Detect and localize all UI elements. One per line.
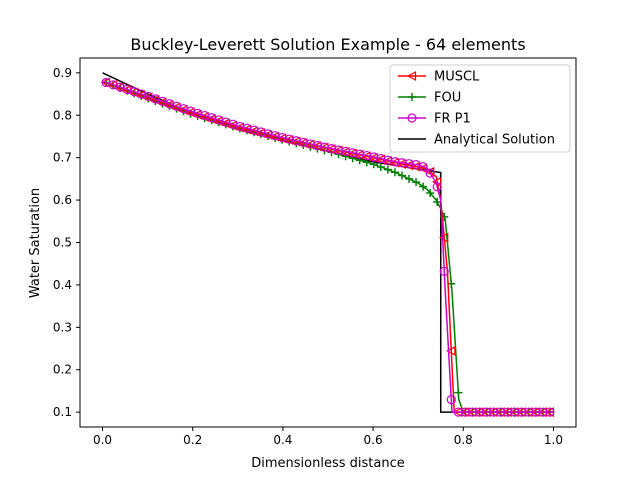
x-tick-label: 0.4 <box>273 433 292 447</box>
data-point-marker <box>305 139 315 149</box>
data-point-marker <box>474 407 485 417</box>
data-point-marker <box>446 345 456 356</box>
plot-area <box>100 72 555 418</box>
data-point-marker <box>408 93 416 101</box>
y-tick-label: 0.1 <box>53 405 72 419</box>
data-point-marker <box>319 142 330 152</box>
legend-item: Analytical Solution <box>398 133 555 148</box>
data-point-marker <box>390 168 399 177</box>
data-point-marker <box>433 197 442 206</box>
data-point-marker <box>277 132 287 143</box>
data-point-marker <box>545 407 555 417</box>
data-point-marker <box>517 407 527 417</box>
y-tick-label: 0.5 <box>53 236 72 250</box>
data-point-marker <box>390 157 400 167</box>
y-tick-label: 0.4 <box>53 278 72 292</box>
data-point-marker <box>438 232 449 243</box>
data-point-marker <box>355 149 365 159</box>
data-point-marker <box>298 137 308 147</box>
data-point-marker <box>376 153 386 164</box>
data-point-marker <box>369 160 378 169</box>
chart-title: Buckley-Leverett Solution Example - 64 e… <box>130 35 525 54</box>
data-point-marker <box>369 152 379 162</box>
data-point-marker <box>326 144 337 154</box>
data-point-marker <box>405 174 414 183</box>
data-point-marker <box>488 407 499 417</box>
data-point-marker <box>460 407 470 417</box>
data-point-marker <box>419 182 428 191</box>
data-point-marker <box>510 407 520 417</box>
data-point-marker <box>397 171 406 180</box>
data-point-marker <box>383 165 392 174</box>
data-point-marker <box>333 145 344 155</box>
y-tick-label: 0.2 <box>53 363 72 377</box>
data-point-marker <box>425 168 435 178</box>
legend-item: FR P1 <box>398 112 471 127</box>
legend: MUSCL FOU FR P1 Analytical Solution <box>389 64 571 153</box>
x-tick-label: 0.6 <box>364 433 383 447</box>
data-point-marker <box>496 407 506 417</box>
y-tick-label: 0.9 <box>53 66 72 80</box>
legend-label: FOU <box>434 91 461 106</box>
legend-label: Analytical Solution <box>434 133 555 148</box>
y-axis: 0.1 0.2 0.3 0.4 0.5 0.6 0.7 0.8 0.9 <box>53 66 80 419</box>
data-point-marker <box>407 113 417 123</box>
legend-label: MUSCL <box>434 70 480 85</box>
x-tick-label: 1.0 <box>544 433 563 447</box>
series-fr-p1 <box>101 77 555 417</box>
y-axis-label: Water Saturation <box>28 188 43 298</box>
data-point-marker <box>432 182 442 192</box>
data-point-marker <box>418 162 428 172</box>
data-point-marker <box>439 266 449 276</box>
data-point-marker <box>406 71 417 81</box>
legend-box <box>389 64 571 153</box>
data-point-marker <box>412 178 421 187</box>
y-tick-label: 0.7 <box>53 151 72 165</box>
data-point-marker <box>404 159 414 169</box>
data-point-marker <box>453 407 463 417</box>
x-tick-label: 0.8 <box>454 433 473 447</box>
data-point-marker <box>531 407 541 417</box>
data-point-marker <box>397 158 407 168</box>
x-axis-label: Dimensionless distance <box>251 456 404 471</box>
data-point-marker <box>481 407 492 417</box>
legend-label: FR P1 <box>434 112 471 127</box>
data-point-marker <box>426 188 435 197</box>
y-tick-label: 0.3 <box>53 320 72 334</box>
data-point-marker <box>503 407 513 417</box>
data-point-marker <box>467 407 478 417</box>
legend-item: FOU <box>398 91 461 106</box>
data-point-marker <box>538 407 548 417</box>
data-point-marker <box>383 155 393 165</box>
data-point-marker <box>284 134 294 144</box>
x-tick-label: 0.2 <box>183 433 202 447</box>
x-axis: 0.0 0.2 0.4 0.6 0.8 1.0 <box>93 427 563 447</box>
data-point-marker <box>341 146 351 156</box>
data-point-marker <box>446 394 456 405</box>
data-point-marker <box>454 388 463 397</box>
data-point-marker <box>291 136 301 146</box>
legend-item: MUSCL <box>398 70 480 85</box>
data-point-marker <box>362 150 372 161</box>
data-point-marker <box>312 140 323 151</box>
data-point-marker <box>376 162 385 171</box>
data-point-marker <box>524 407 534 417</box>
x-tick-label: 0.0 <box>93 433 112 447</box>
y-tick-label: 0.8 <box>53 108 72 122</box>
y-tick-label: 0.6 <box>53 193 72 207</box>
data-point-marker <box>348 148 358 158</box>
